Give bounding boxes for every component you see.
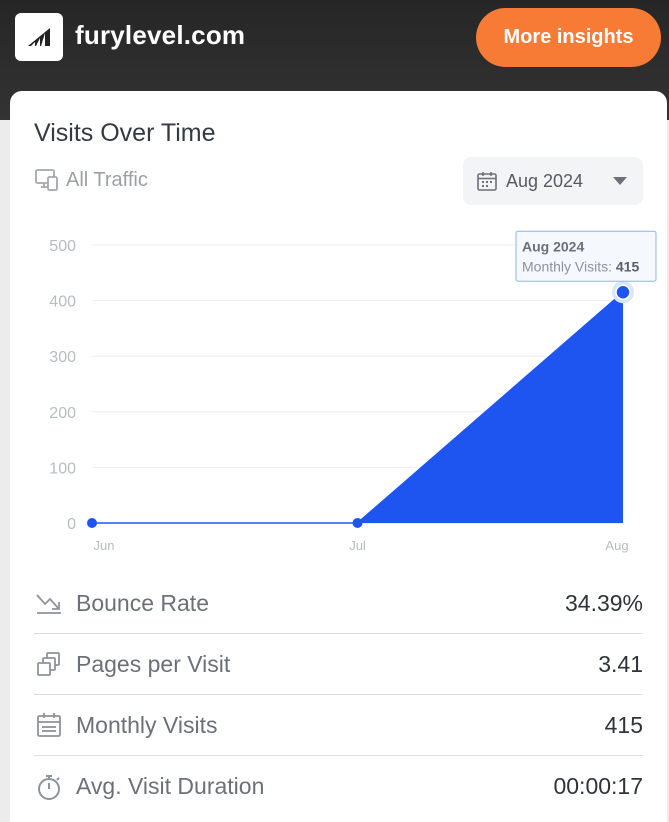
x-tick-label: Jul: [349, 538, 366, 553]
x-tick-label: Aug: [605, 538, 628, 553]
date-select[interactable]: Aug 2024: [463, 157, 643, 205]
visits-card: Visits Over Time All Traffic Aug 2024 0 1…: [10, 91, 667, 822]
tooltip-title: Aug 2024: [522, 238, 584, 254]
metric-value: 34.39%: [564, 589, 643, 616]
y-tick-label: 200: [49, 405, 76, 422]
calendar-icon: [477, 172, 497, 191]
y-tick-label: 0: [67, 516, 76, 533]
devices-icon: [35, 169, 58, 191]
metric-monthly-visits: Monthly Visits 415: [34, 695, 643, 756]
y-tick-label: 300: [49, 349, 76, 366]
y-tick-label: 100: [49, 460, 76, 477]
metric-label: Pages per Visit: [76, 650, 231, 677]
x-tick-label: Jun: [94, 538, 115, 553]
stacked-pages-icon: [34, 649, 64, 679]
metrics-list: Bounce Rate 34.39% Pages per Visit 3.41: [34, 573, 643, 817]
area-fill: [92, 292, 623, 523]
data-point: [87, 518, 97, 528]
y-tick-label: 400: [49, 294, 76, 311]
tooltip-label: Monthly Visits: 415: [522, 258, 639, 274]
data-point: [352, 518, 363, 528]
y-tick-label: 500: [49, 238, 76, 255]
metric-pages-per-visit: Pages per Visit 3.41: [34, 634, 643, 695]
trend-arrows-icon: [34, 588, 64, 618]
stopwatch-icon: [34, 772, 64, 802]
site-name: furylevel.com: [75, 20, 246, 50]
tooltip-box: [515, 230, 657, 282]
metric-label: Avg. Visit Duration: [76, 773, 265, 799]
tooltip-value: 415: [616, 258, 640, 274]
metric-avg-visit-duration: Avg. Visit Duration 00:00:17: [34, 756, 643, 817]
metric-label: Monthly Visits: [76, 711, 218, 738]
date-select-value: Aug 2024: [506, 170, 584, 191]
metric-value: 415: [604, 711, 643, 738]
data-point: [615, 284, 631, 301]
metric-value: 3.41: [598, 650, 643, 677]
metric-value: 00:00:17: [553, 773, 643, 799]
metric-bounce-rate: Bounce Rate 34.39%: [34, 573, 643, 634]
traffic-filter: All Traffic: [34, 167, 148, 193]
visits-chart: 0 100 200 300 400 500 Jun Jul Aug Aug 2024 Monthly…: [49, 230, 657, 553]
traffic-label: All Traffic: [66, 168, 148, 191]
stairs-logo-icon[interactable]: [15, 13, 63, 61]
metric-label: Bounce Rate: [76, 589, 209, 616]
calendar-icon: [34, 710, 64, 740]
chevron-down-icon: [613, 177, 627, 185]
card-title: Visits Over Time: [34, 119, 216, 147]
more-insights-button[interactable]: More insights: [476, 8, 661, 67]
